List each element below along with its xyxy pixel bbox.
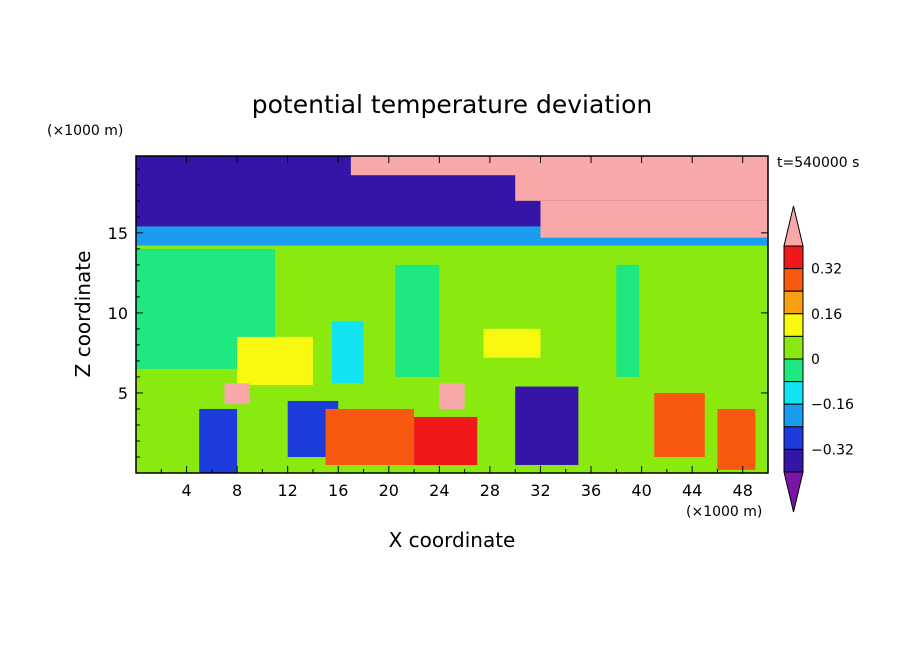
- x-tick-label: 48: [733, 481, 753, 500]
- colorbar-cell: [783, 313, 804, 337]
- colorbar-cell: [783, 268, 804, 292]
- field-region: [325, 408, 415, 465]
- x-tick-label: 16: [328, 481, 348, 500]
- field-region: [515, 156, 768, 201]
- x-tick-label: 24: [429, 481, 449, 500]
- colorbar-cell: [783, 426, 804, 450]
- colorbar-cell: [783, 403, 804, 428]
- field-region: [540, 200, 768, 238]
- colorbar-label: −0.32: [811, 442, 854, 458]
- field-region: [237, 336, 313, 385]
- chart-title: potential temperature deviation: [252, 90, 652, 119]
- colorbar-cell: [783, 335, 804, 360]
- y-tick-label: 10: [108, 304, 128, 323]
- x-tick-label: 36: [581, 481, 601, 500]
- field-region: [414, 416, 478, 465]
- y-axis-ticks: 5 10 15: [108, 168, 768, 458]
- colorbar-cell: [783, 245, 804, 270]
- field-region: [224, 383, 250, 405]
- x-tick-label: 12: [278, 481, 298, 500]
- x-axis-label: X coordinate: [389, 528, 516, 552]
- colorbar-label: 0.16: [811, 307, 842, 323]
- x-tick-label: 8: [232, 481, 242, 500]
- y-tick-label: 15: [108, 224, 128, 243]
- plot-frame: [135, 155, 769, 474]
- colorbar-cell: [783, 448, 804, 473]
- field-region: [515, 386, 579, 465]
- colorbar-bottom-arrow: [783, 471, 804, 513]
- field-region: [331, 320, 364, 384]
- colorbar-cell: [783, 381, 804, 405]
- field-region: [439, 383, 465, 409]
- x-tick-label: 32: [530, 481, 550, 500]
- colorbar-cell: [783, 358, 804, 383]
- colorbar: 0.32 0.16 0 −0.16 −0.32: [783, 205, 854, 513]
- field-region: [616, 264, 640, 377]
- field-region: [654, 392, 705, 457]
- field-region: [199, 408, 238, 473]
- field-region: [395, 264, 440, 377]
- y-tick-label: 5: [118, 384, 128, 403]
- colorbar-label: 0: [811, 352, 820, 368]
- y-axis-label: Z coordinate: [71, 251, 95, 378]
- x-tick-label: 20: [379, 481, 399, 500]
- colorbar-cell: [783, 290, 804, 315]
- contour-field: [136, 156, 768, 473]
- x-unit-label: (×1000 m): [686, 504, 762, 520]
- x-tick-label: 4: [181, 481, 191, 500]
- colorbar-label: 0.32: [811, 262, 842, 278]
- field-region: [483, 328, 541, 358]
- time-label: t=540000 s: [777, 155, 859, 171]
- colorbar-label: −0.16: [811, 397, 854, 413]
- x-tick-label: 44: [682, 481, 702, 500]
- colorbar-top-arrow: [783, 205, 804, 247]
- y-unit-label: (×1000 m): [47, 123, 123, 139]
- x-axis-ticks: 4 8 12 16 20 24 28 32 36 40 44 48: [160, 156, 753, 500]
- x-tick-label: 40: [631, 481, 651, 500]
- x-tick-label: 28: [480, 481, 500, 500]
- field-region: [717, 408, 756, 470]
- field-region: [350, 156, 528, 176]
